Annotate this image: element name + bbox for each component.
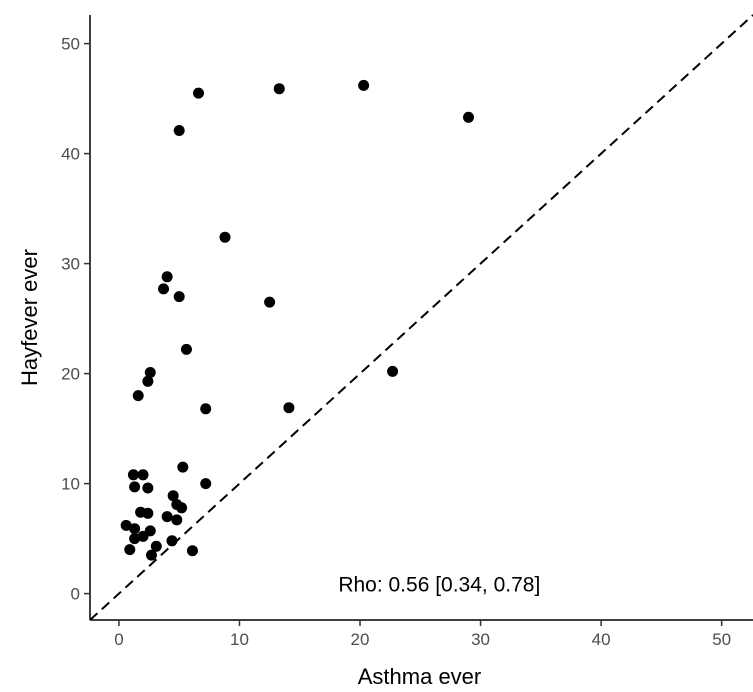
data-point (158, 283, 170, 295)
data-point (142, 482, 154, 494)
data-point (142, 375, 154, 387)
data-point (166, 535, 178, 547)
data-point (145, 549, 157, 561)
data-point (150, 540, 162, 552)
data-point (173, 291, 185, 303)
data-point (129, 481, 141, 493)
data-point (167, 490, 179, 502)
data-point (176, 502, 188, 514)
x-tick-label: 0 (114, 630, 123, 649)
y-axis-ticks: 0 10 20 30 40 50 (61, 35, 90, 604)
data-point (463, 111, 475, 123)
y-tick-label: 20 (61, 365, 80, 384)
y-tick-label: 50 (61, 35, 80, 54)
data-point (132, 390, 144, 402)
data-point (200, 478, 212, 490)
data-point (219, 231, 231, 243)
data-point (283, 402, 295, 414)
data-point (161, 271, 173, 283)
data-point (358, 79, 370, 91)
data-point (177, 461, 189, 473)
y-tick-label: 0 (71, 585, 80, 604)
data-point (129, 533, 141, 545)
data-point (127, 469, 139, 481)
data-point (144, 367, 156, 378)
y-axis-title: Hayfever ever (17, 249, 42, 386)
data-point (273, 83, 285, 95)
data-point (129, 523, 141, 535)
data-point (186, 545, 198, 557)
x-tick-label: 10 (230, 630, 249, 649)
identity-reference-line (89, 14, 753, 621)
data-point (142, 507, 154, 519)
data-point (137, 469, 149, 481)
x-tick-label: 50 (712, 630, 731, 649)
x-tick-label: 30 (471, 630, 490, 649)
x-tick-label: 20 (351, 630, 370, 649)
x-tick-label: 40 (592, 630, 611, 649)
y-tick-label: 40 (61, 145, 80, 164)
data-point (173, 125, 185, 136)
data-point (171, 514, 183, 526)
data-point (200, 403, 212, 415)
x-axis-title: Asthma ever (358, 664, 482, 689)
data-point (120, 519, 132, 531)
data-point (192, 87, 204, 99)
y-tick-label: 30 (61, 255, 80, 274)
x-axis-ticks: 0 10 20 30 40 50 (114, 620, 731, 649)
correlation-annotation: Rho: 0.56 [0.34, 0.78] (338, 573, 540, 596)
data-point (180, 343, 192, 355)
y-tick-label: 10 (61, 475, 80, 494)
data-point (137, 530, 149, 542)
data-point (161, 511, 173, 523)
data-points (120, 79, 475, 561)
data-point (124, 544, 136, 556)
data-point (387, 365, 399, 377)
data-point (264, 296, 276, 308)
